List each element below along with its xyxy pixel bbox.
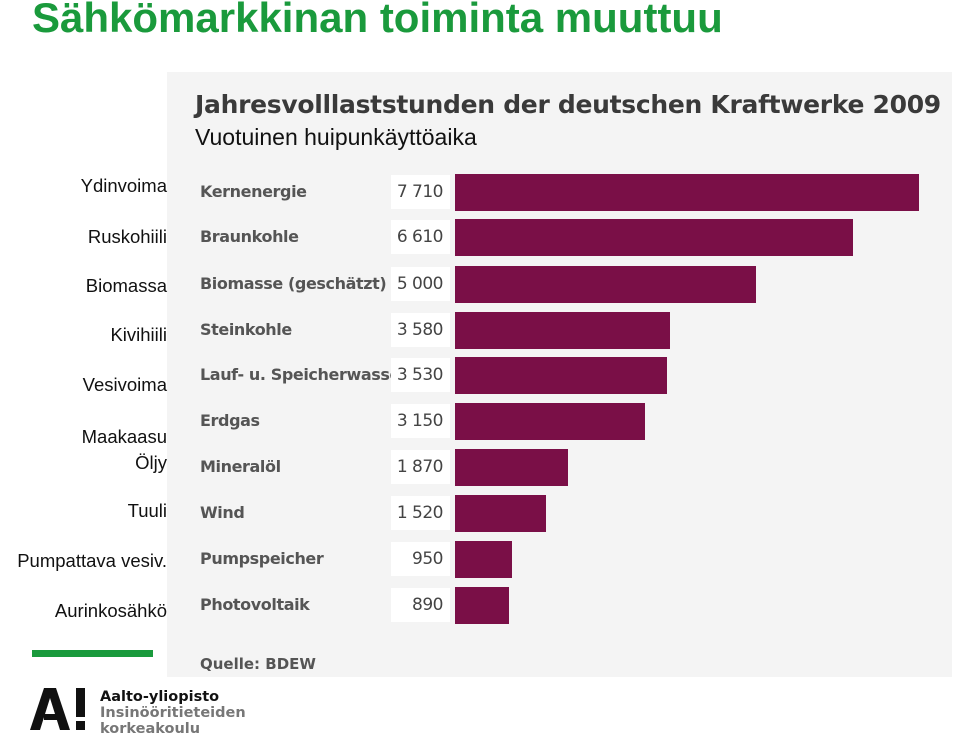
- slide-title: Sähkömarkkinan toiminta muuttuu: [32, 0, 723, 41]
- chart-source: Quelle: BDEW: [200, 655, 316, 673]
- category-label-fi: Tuuli: [127, 500, 167, 521]
- bar: [455, 174, 919, 211]
- bar: [455, 449, 568, 486]
- institution-line-1: Aalto-yliopisto: [100, 689, 220, 705]
- bar: [455, 357, 667, 394]
- bar: [455, 266, 756, 303]
- institution-name: Aalto-yliopisto Insinööritieteiden korke…: [100, 689, 246, 737]
- institution-line-2: Insinööritieteiden: [100, 705, 246, 721]
- category-label-fi: Biomassa: [85, 275, 167, 296]
- category-label-fi: Aurinkosähkö: [54, 600, 167, 621]
- category-label: Braunkohle: [200, 227, 299, 246]
- bar: [455, 219, 853, 256]
- value-label: 1 520: [391, 496, 450, 530]
- category-label: Mineralöl: [200, 457, 281, 476]
- category-label: Kernenergie: [200, 182, 307, 201]
- value-label: 6 610: [391, 220, 450, 254]
- category-label: Pumpspeicher: [200, 549, 324, 568]
- chart-subtitle-fi: Vuotuinen huipunkäyttöaika: [195, 124, 477, 150]
- bar: [455, 403, 645, 440]
- category-label: Wind: [200, 503, 245, 522]
- bar: [455, 495, 546, 532]
- value-label: 3 580: [391, 313, 450, 347]
- value-label: 1 870: [391, 450, 450, 484]
- category-label: Lauf- u. Speicherwasser: [200, 365, 408, 384]
- value-label: 3 530: [391, 358, 450, 392]
- category-label-fi: Öljy: [135, 452, 167, 473]
- bar: [455, 541, 512, 578]
- value-label: 890: [391, 588, 450, 622]
- institution-line-3: korkeakoulu: [100, 721, 201, 737]
- value-label: 7 710: [391, 175, 450, 209]
- bar: [455, 312, 670, 349]
- value-label: 5 000: [391, 267, 450, 301]
- category-label-fi: Maakaasu: [81, 426, 167, 447]
- category-label-fi: Ruskohiili: [87, 226, 167, 247]
- accent-line: [32, 650, 153, 657]
- category-label: Steinkohle: [200, 320, 292, 339]
- category-label-fi: Vesivoima: [82, 374, 167, 395]
- bar: [455, 587, 509, 624]
- category-label: Photovoltaik: [200, 595, 310, 614]
- category-label: Erdgas: [200, 411, 260, 430]
- chart-title: Jahresvolllaststunden der deutschen Kraf…: [195, 90, 941, 119]
- category-label-fi: Kivihiili: [110, 324, 167, 345]
- value-label: 950: [391, 542, 450, 576]
- category-label: Biomasse (geschätzt): [200, 274, 387, 293]
- category-label-fi: Ydinvoima: [80, 175, 167, 196]
- value-label: 3 150: [391, 404, 450, 438]
- category-label-fi: Pumpattava vesiv.: [17, 550, 167, 571]
- aalto-logo-icon: [30, 688, 92, 735]
